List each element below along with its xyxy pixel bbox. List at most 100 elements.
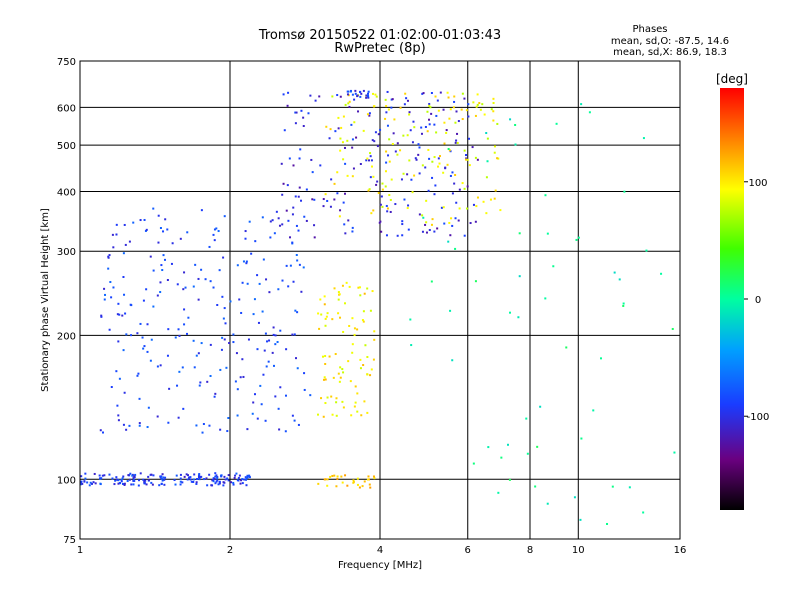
data-point — [256, 417, 259, 420]
data-point — [216, 479, 219, 482]
data-point — [100, 315, 103, 318]
data-point — [449, 234, 452, 237]
data-point — [447, 148, 450, 151]
data-point — [265, 278, 268, 281]
data-point — [368, 188, 371, 191]
data-point — [461, 118, 464, 121]
data-point — [469, 222, 472, 225]
data-point — [379, 203, 382, 206]
data-point — [300, 290, 303, 293]
data-point — [156, 294, 159, 297]
data-point — [137, 479, 140, 482]
data-point — [143, 345, 146, 348]
data-point — [514, 123, 517, 126]
data-point — [161, 269, 164, 272]
data-point — [150, 338, 153, 341]
data-point — [449, 309, 452, 312]
data-point — [229, 300, 232, 303]
data-point — [237, 476, 240, 479]
data-point — [341, 141, 344, 144]
data-point — [499, 209, 502, 212]
data-point — [365, 96, 368, 99]
data-point — [444, 166, 447, 169]
data-point — [384, 117, 387, 120]
data-point — [673, 451, 676, 454]
data-point — [263, 349, 266, 352]
data-point — [411, 141, 414, 144]
data-point — [232, 481, 235, 484]
data-point — [421, 214, 424, 217]
data-point — [157, 241, 160, 244]
data-point — [450, 217, 453, 220]
y-tick-label: 300 — [57, 247, 76, 258]
data-point — [485, 212, 488, 215]
data-point — [611, 485, 614, 488]
data-point — [195, 424, 198, 427]
data-point — [133, 475, 136, 478]
data-point — [454, 141, 457, 144]
data-point — [211, 484, 214, 487]
data-point — [143, 218, 146, 221]
data-point — [371, 290, 374, 293]
data-point — [368, 114, 371, 117]
data-point — [453, 95, 456, 98]
data-point — [336, 477, 339, 480]
data-point — [335, 397, 338, 400]
data-point — [158, 484, 161, 487]
data-point — [143, 479, 146, 482]
data-point — [189, 478, 192, 481]
data-point — [356, 410, 359, 413]
data-point — [453, 182, 456, 185]
data-point — [472, 101, 475, 104]
data-point — [371, 92, 374, 95]
data-point — [212, 286, 215, 289]
data-point — [193, 366, 196, 369]
data-point — [445, 131, 448, 134]
data-point — [526, 452, 529, 455]
data-point — [281, 193, 284, 196]
data-point — [241, 478, 244, 481]
data-point — [613, 271, 616, 274]
data-point — [252, 313, 255, 316]
data-point — [324, 193, 327, 196]
data-point — [142, 478, 145, 481]
data-point — [428, 123, 431, 126]
data-point — [136, 332, 139, 335]
data-point — [324, 317, 327, 320]
data-point — [399, 149, 402, 152]
data-point — [324, 402, 327, 405]
data-point — [305, 219, 308, 222]
data-point — [401, 234, 404, 237]
data-point — [259, 384, 262, 387]
data-point — [222, 484, 225, 487]
data-point — [208, 473, 211, 476]
data-point — [525, 417, 528, 420]
data-point — [215, 480, 218, 483]
data-point — [285, 264, 288, 267]
data-point — [323, 303, 326, 306]
data-point — [329, 475, 332, 478]
data-point — [283, 129, 286, 132]
data-point — [344, 302, 347, 305]
data-point — [132, 221, 135, 224]
data-point — [139, 322, 142, 325]
data-point — [122, 423, 125, 426]
data-point — [227, 474, 230, 477]
data-point — [122, 252, 125, 255]
data-point — [496, 157, 499, 160]
data-point — [277, 288, 280, 291]
data-point — [261, 310, 264, 313]
data-point — [284, 394, 287, 397]
data-point — [368, 112, 371, 115]
data-point — [215, 227, 218, 230]
data-point — [198, 384, 201, 387]
data-point — [132, 477, 135, 480]
data-point — [430, 92, 433, 95]
data-point — [110, 386, 113, 389]
data-point — [492, 119, 495, 122]
data-point — [443, 121, 446, 124]
data-point — [325, 125, 328, 128]
data-point — [156, 365, 159, 368]
data-point — [370, 159, 373, 162]
data-point — [285, 348, 288, 351]
